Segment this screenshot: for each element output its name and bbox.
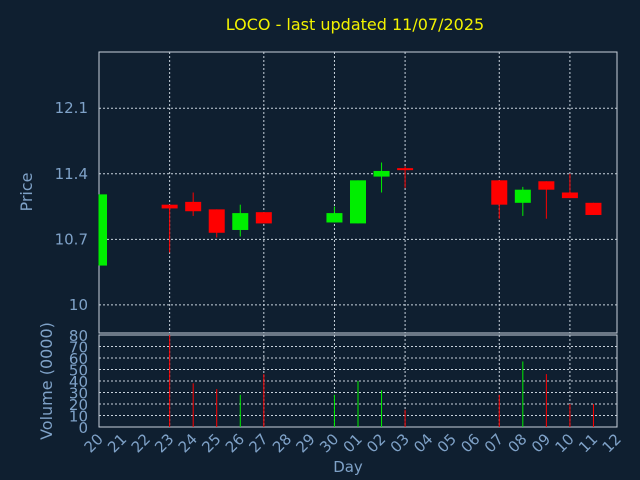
- candle-body: [326, 213, 343, 223]
- chart-title: LOCO - last updated 11/07/2025: [226, 15, 484, 34]
- volume-tick-label: 0: [78, 419, 88, 437]
- candle-body: [561, 192, 578, 199]
- volume-tick-label: 50: [69, 362, 88, 380]
- candle: [98, 194, 107, 266]
- price-y-tick-labels: 10 10.7 11.4 12.1: [55, 99, 88, 314]
- candle-body: [350, 180, 366, 224]
- candle-body: [185, 201, 202, 212]
- price-tick-label: 12.1: [55, 99, 88, 117]
- candle-body: [208, 209, 225, 233]
- candle: [491, 180, 508, 219]
- price-tick-label: 10: [69, 296, 88, 314]
- candle-body: [514, 189, 531, 203]
- candle: [208, 209, 225, 238]
- volume-tick-label: 40: [69, 373, 88, 391]
- candle: [185, 192, 202, 216]
- candle: [350, 180, 366, 224]
- candle: [585, 202, 602, 215]
- candle: [326, 206, 343, 223]
- x-axis-label: Day: [333, 458, 363, 476]
- candle: [161, 204, 178, 253]
- x-tick-labels: 2021222324252627282930010203040506070809…: [81, 430, 625, 456]
- candle: [255, 212, 272, 224]
- volume-tick-label: 70: [69, 339, 88, 357]
- price-tick-label: 11.4: [55, 165, 88, 183]
- candle-body: [491, 180, 508, 205]
- volume-tick-label: 30: [69, 385, 88, 403]
- candle-body: [232, 213, 249, 230]
- volume-tick-label: 20: [69, 396, 88, 414]
- volume-bars: [169, 335, 594, 427]
- candle: [397, 166, 414, 188]
- candle: [514, 186, 531, 216]
- candle-body: [161, 204, 178, 209]
- candle-body: [373, 170, 390, 177]
- candle: [373, 162, 390, 193]
- candle-body: [397, 168, 414, 171]
- volume-axis-label: Volume (0000): [37, 322, 56, 440]
- candle-body: [585, 202, 602, 215]
- candle: [538, 181, 555, 219]
- volume-tick-label: 80: [69, 327, 88, 345]
- candle: [232, 204, 249, 237]
- volume-tick-label: 10: [69, 408, 88, 426]
- candle: [561, 173, 578, 199]
- price-axis-label: Price: [17, 172, 36, 211]
- price-panel: 10 10.7 11.4 12.1 Price: [17, 51, 618, 334]
- candle-body: [99, 194, 107, 266]
- candle-body: [255, 212, 272, 224]
- price-tick-label: 10.7: [55, 230, 88, 248]
- candle-body: [538, 181, 555, 190]
- volume-tick-label: 60: [69, 350, 88, 368]
- candles: [98, 162, 602, 266]
